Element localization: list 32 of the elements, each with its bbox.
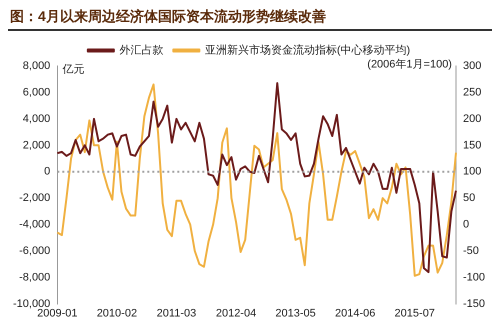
y-tick-label: 4,000	[22, 112, 50, 125]
y2-tick-label: 250	[462, 86, 482, 98]
chart-title: 图：4月以来周边经济体国际资本流动形势继续改善	[8, 8, 492, 31]
x-tick-label: 2012-04	[216, 307, 256, 320]
y2-tick-label: -150	[462, 298, 486, 310]
y-tick-label: -6,000	[19, 244, 50, 257]
y-tick-label: 6,000	[22, 86, 50, 98]
y-tick-label: -4,000	[19, 218, 50, 231]
y-tick-label: 0	[44, 166, 50, 178]
y-tick-label: 2,000	[22, 139, 50, 152]
y2-tick-label: 100	[462, 166, 482, 178]
y-axis-title: 亿元	[61, 64, 84, 76]
y-tick-label: 8,000	[22, 60, 50, 72]
x-tick-label: 2009-01	[37, 307, 78, 320]
y2-tick-label: 200	[462, 112, 482, 125]
y2-tick-label: -50	[462, 244, 479, 257]
y-tick-label: -2,000	[19, 192, 50, 204]
y-tick-label: -10,000	[12, 298, 50, 310]
y2-tick-label: 150	[462, 139, 482, 152]
legend-label: 亚洲新兴市场资金流动指标(中心移动平均)	[204, 44, 410, 57]
x-tick-label: 2014-06	[334, 307, 376, 320]
y2-axis-title: (2006年1月=100)	[367, 58, 452, 71]
legend-label: 外汇占款	[119, 44, 164, 57]
x-tick-label: 2015-07	[394, 307, 435, 320]
y2-tick-label: 300	[462, 60, 482, 72]
y2-tick-label: 0	[462, 218, 470, 231]
y2-tick-label: -100	[462, 271, 486, 284]
y2-tick-label: 50	[462, 192, 476, 204]
x-tick-label: 2013-05	[275, 307, 316, 320]
y-tick-label: -8,000	[19, 271, 50, 284]
x-tick-label: 2010-02	[96, 307, 138, 320]
x-tick-label: 2011-03	[156, 307, 196, 320]
